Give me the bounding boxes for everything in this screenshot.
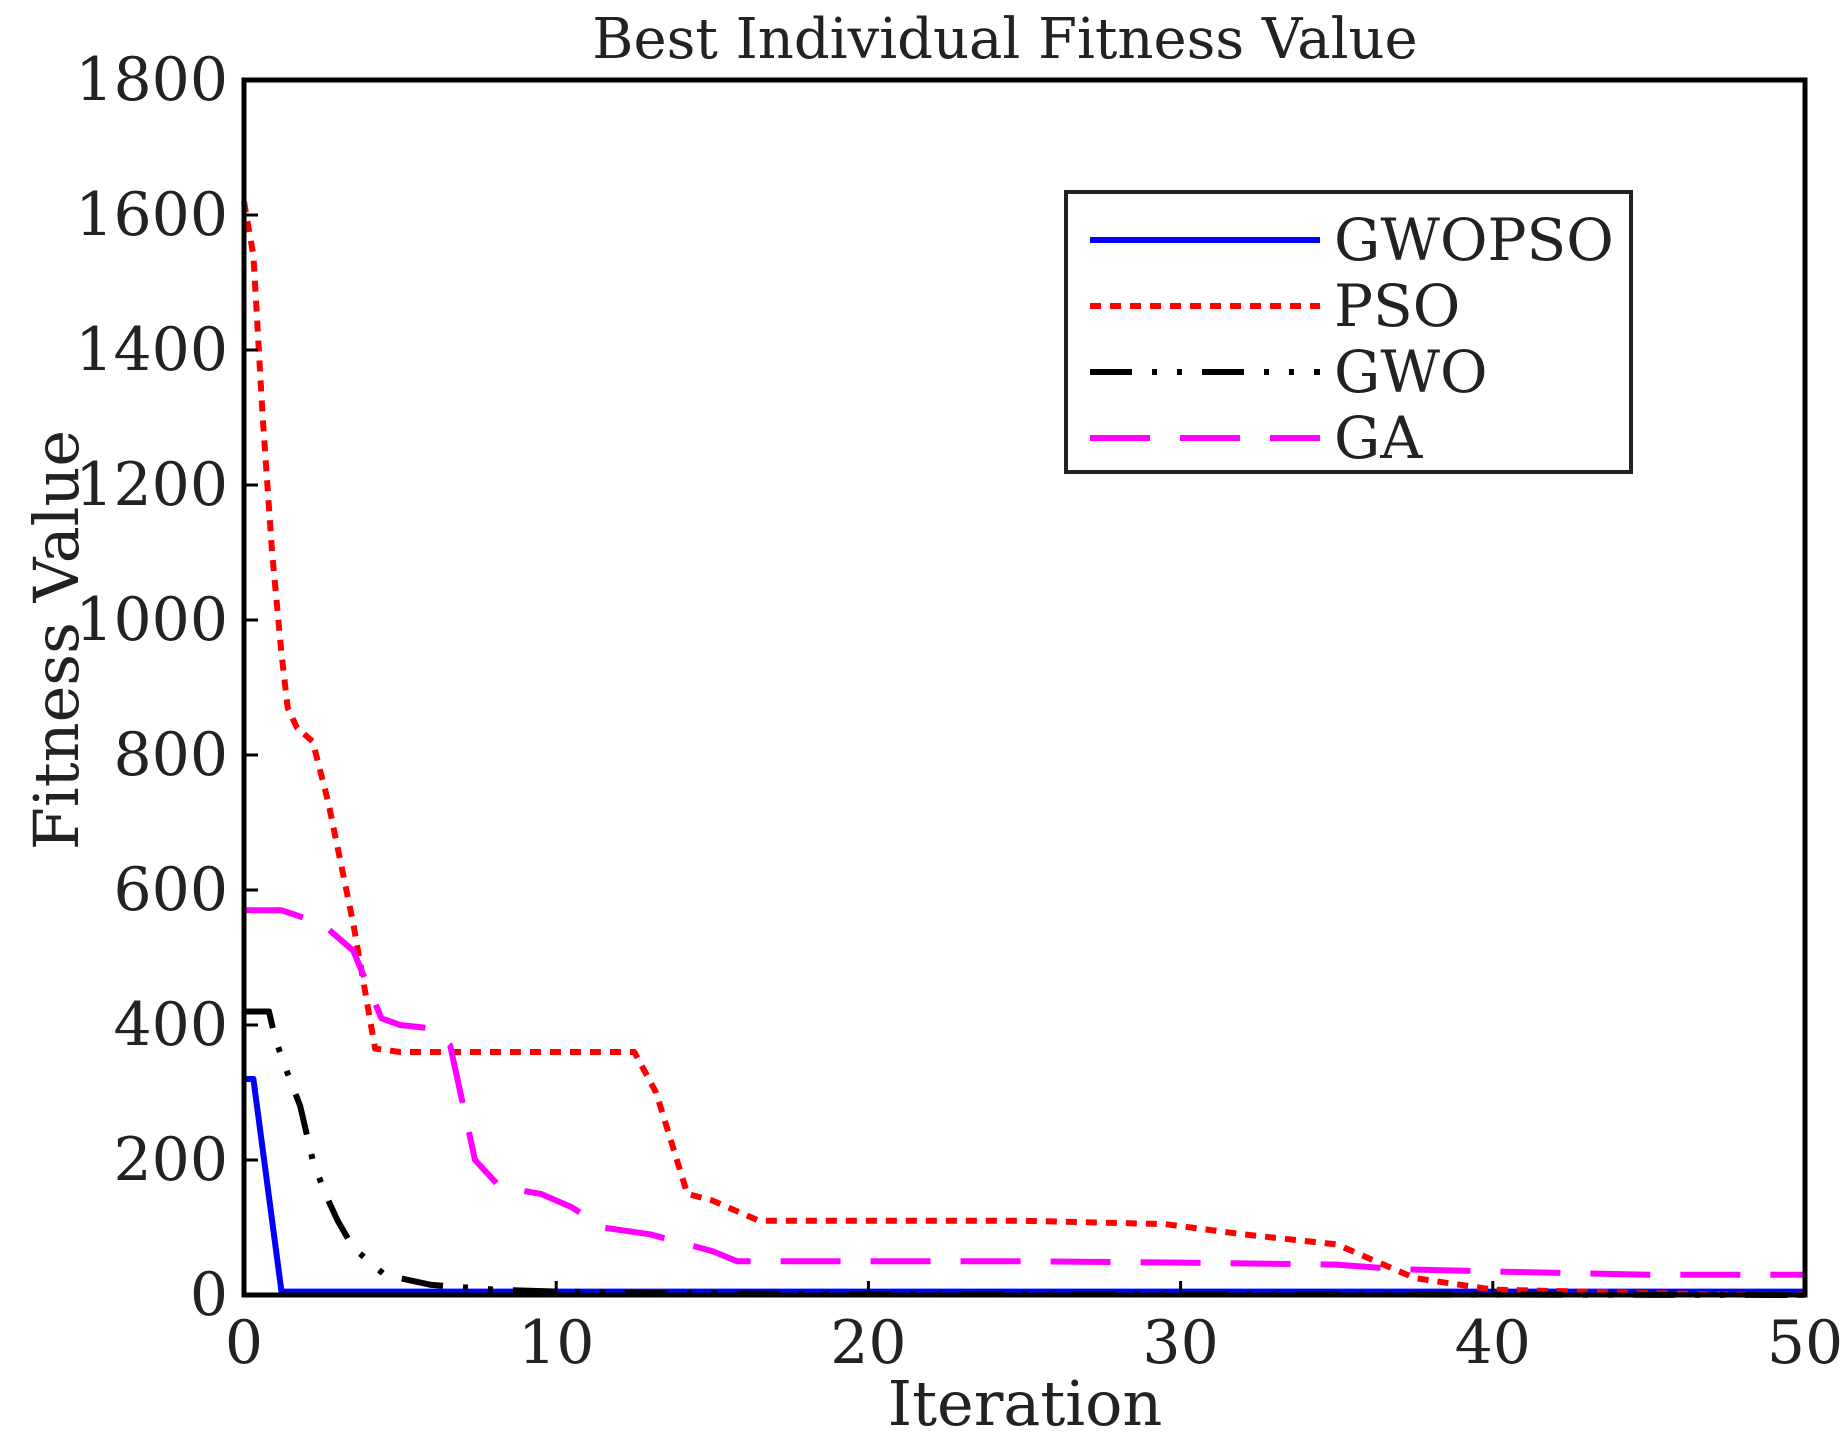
ticks-layer: 0 10 20 30 40 50 0 200 400 600 800 1000 1200 1400 1600…: [75, 45, 1840, 1378]
y-tick-label: 1800: [75, 45, 228, 115]
x-tick-label: 20: [830, 1308, 906, 1378]
series-line-gwopso: [244, 1076, 1805, 1295]
y-tick-label: 1400: [75, 315, 228, 385]
x-tick-label: 10: [518, 1308, 594, 1378]
legend-label-gwo: GWO: [1334, 338, 1488, 406]
y-tick-label: 400: [113, 990, 228, 1060]
y-tick-label: 1600: [75, 180, 228, 250]
legend-label-pso: PSO: [1334, 272, 1460, 340]
y-tick-label: 1200: [75, 450, 228, 520]
chart-title: Best Individual Fitness Value: [592, 7, 1417, 72]
x-tick-label: 30: [1142, 1308, 1218, 1378]
x-tick-label: 0: [225, 1308, 263, 1378]
series-line-pso: [241, 200, 1806, 1298]
series-line-ga: [244, 907, 1805, 1278]
legend-label-ga: GA: [1334, 404, 1423, 472]
y-tick-label: 800: [113, 720, 228, 790]
x-axis-label: Iteration: [888, 1367, 1163, 1437]
x-tick-label: 40: [1455, 1308, 1531, 1378]
plot-frame: [241, 77, 1808, 1298]
y-tick-label: 1000: [75, 585, 228, 655]
y-tick-label: 600: [113, 855, 228, 925]
y-tick-label: 200: [113, 1125, 228, 1195]
y-tick-label: 0: [190, 1260, 228, 1330]
x-tick-label: 50: [1767, 1308, 1840, 1378]
legend-label-gwopso: GWOPSO: [1334, 206, 1614, 274]
y-axis-label: Fitness Value: [20, 430, 93, 850]
series-layer: [241, 200, 1806, 1298]
